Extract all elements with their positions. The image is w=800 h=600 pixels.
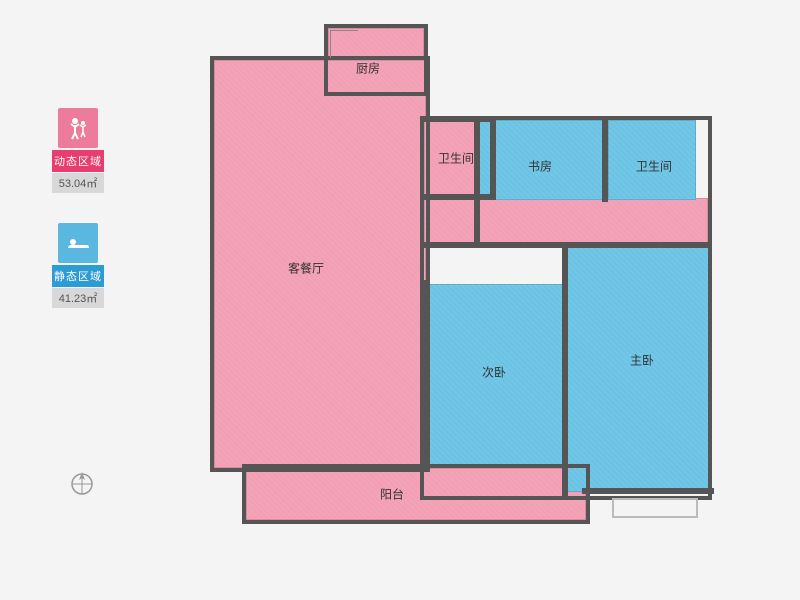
floorplan-diagram: 厨房客餐厅卫生间阳台书房卫生间次卧主卧: [210, 28, 712, 568]
interior-wall: [602, 116, 608, 202]
legend-static-label: 静态区域: [52, 265, 104, 287]
interior-wall: [420, 280, 426, 472]
wall-outline: [242, 464, 590, 524]
railing-detail: [612, 498, 698, 518]
legend-dynamic-label: 动态区域: [52, 150, 104, 172]
people-icon: [58, 108, 98, 148]
legend-dynamic: 动态区域 53.04㎡: [52, 108, 104, 193]
interior-wall: [474, 116, 480, 248]
legend-static-value: 41.23㎡: [52, 288, 104, 308]
sleep-icon: [58, 223, 98, 263]
legend-panel: 动态区域 53.04㎡ 静态区域 41.23㎡: [52, 108, 104, 338]
interior-wall: [420, 116, 496, 122]
wall-outline: [210, 56, 430, 472]
legend-static: 静态区域 41.23㎡: [52, 223, 104, 308]
legend-dynamic-value: 53.04㎡: [52, 173, 104, 193]
compass-icon: [68, 470, 96, 498]
interior-wall: [420, 194, 496, 200]
interior-wall: [562, 242, 568, 496]
interior-wall: [490, 116, 496, 200]
interior-wall: [582, 488, 714, 494]
